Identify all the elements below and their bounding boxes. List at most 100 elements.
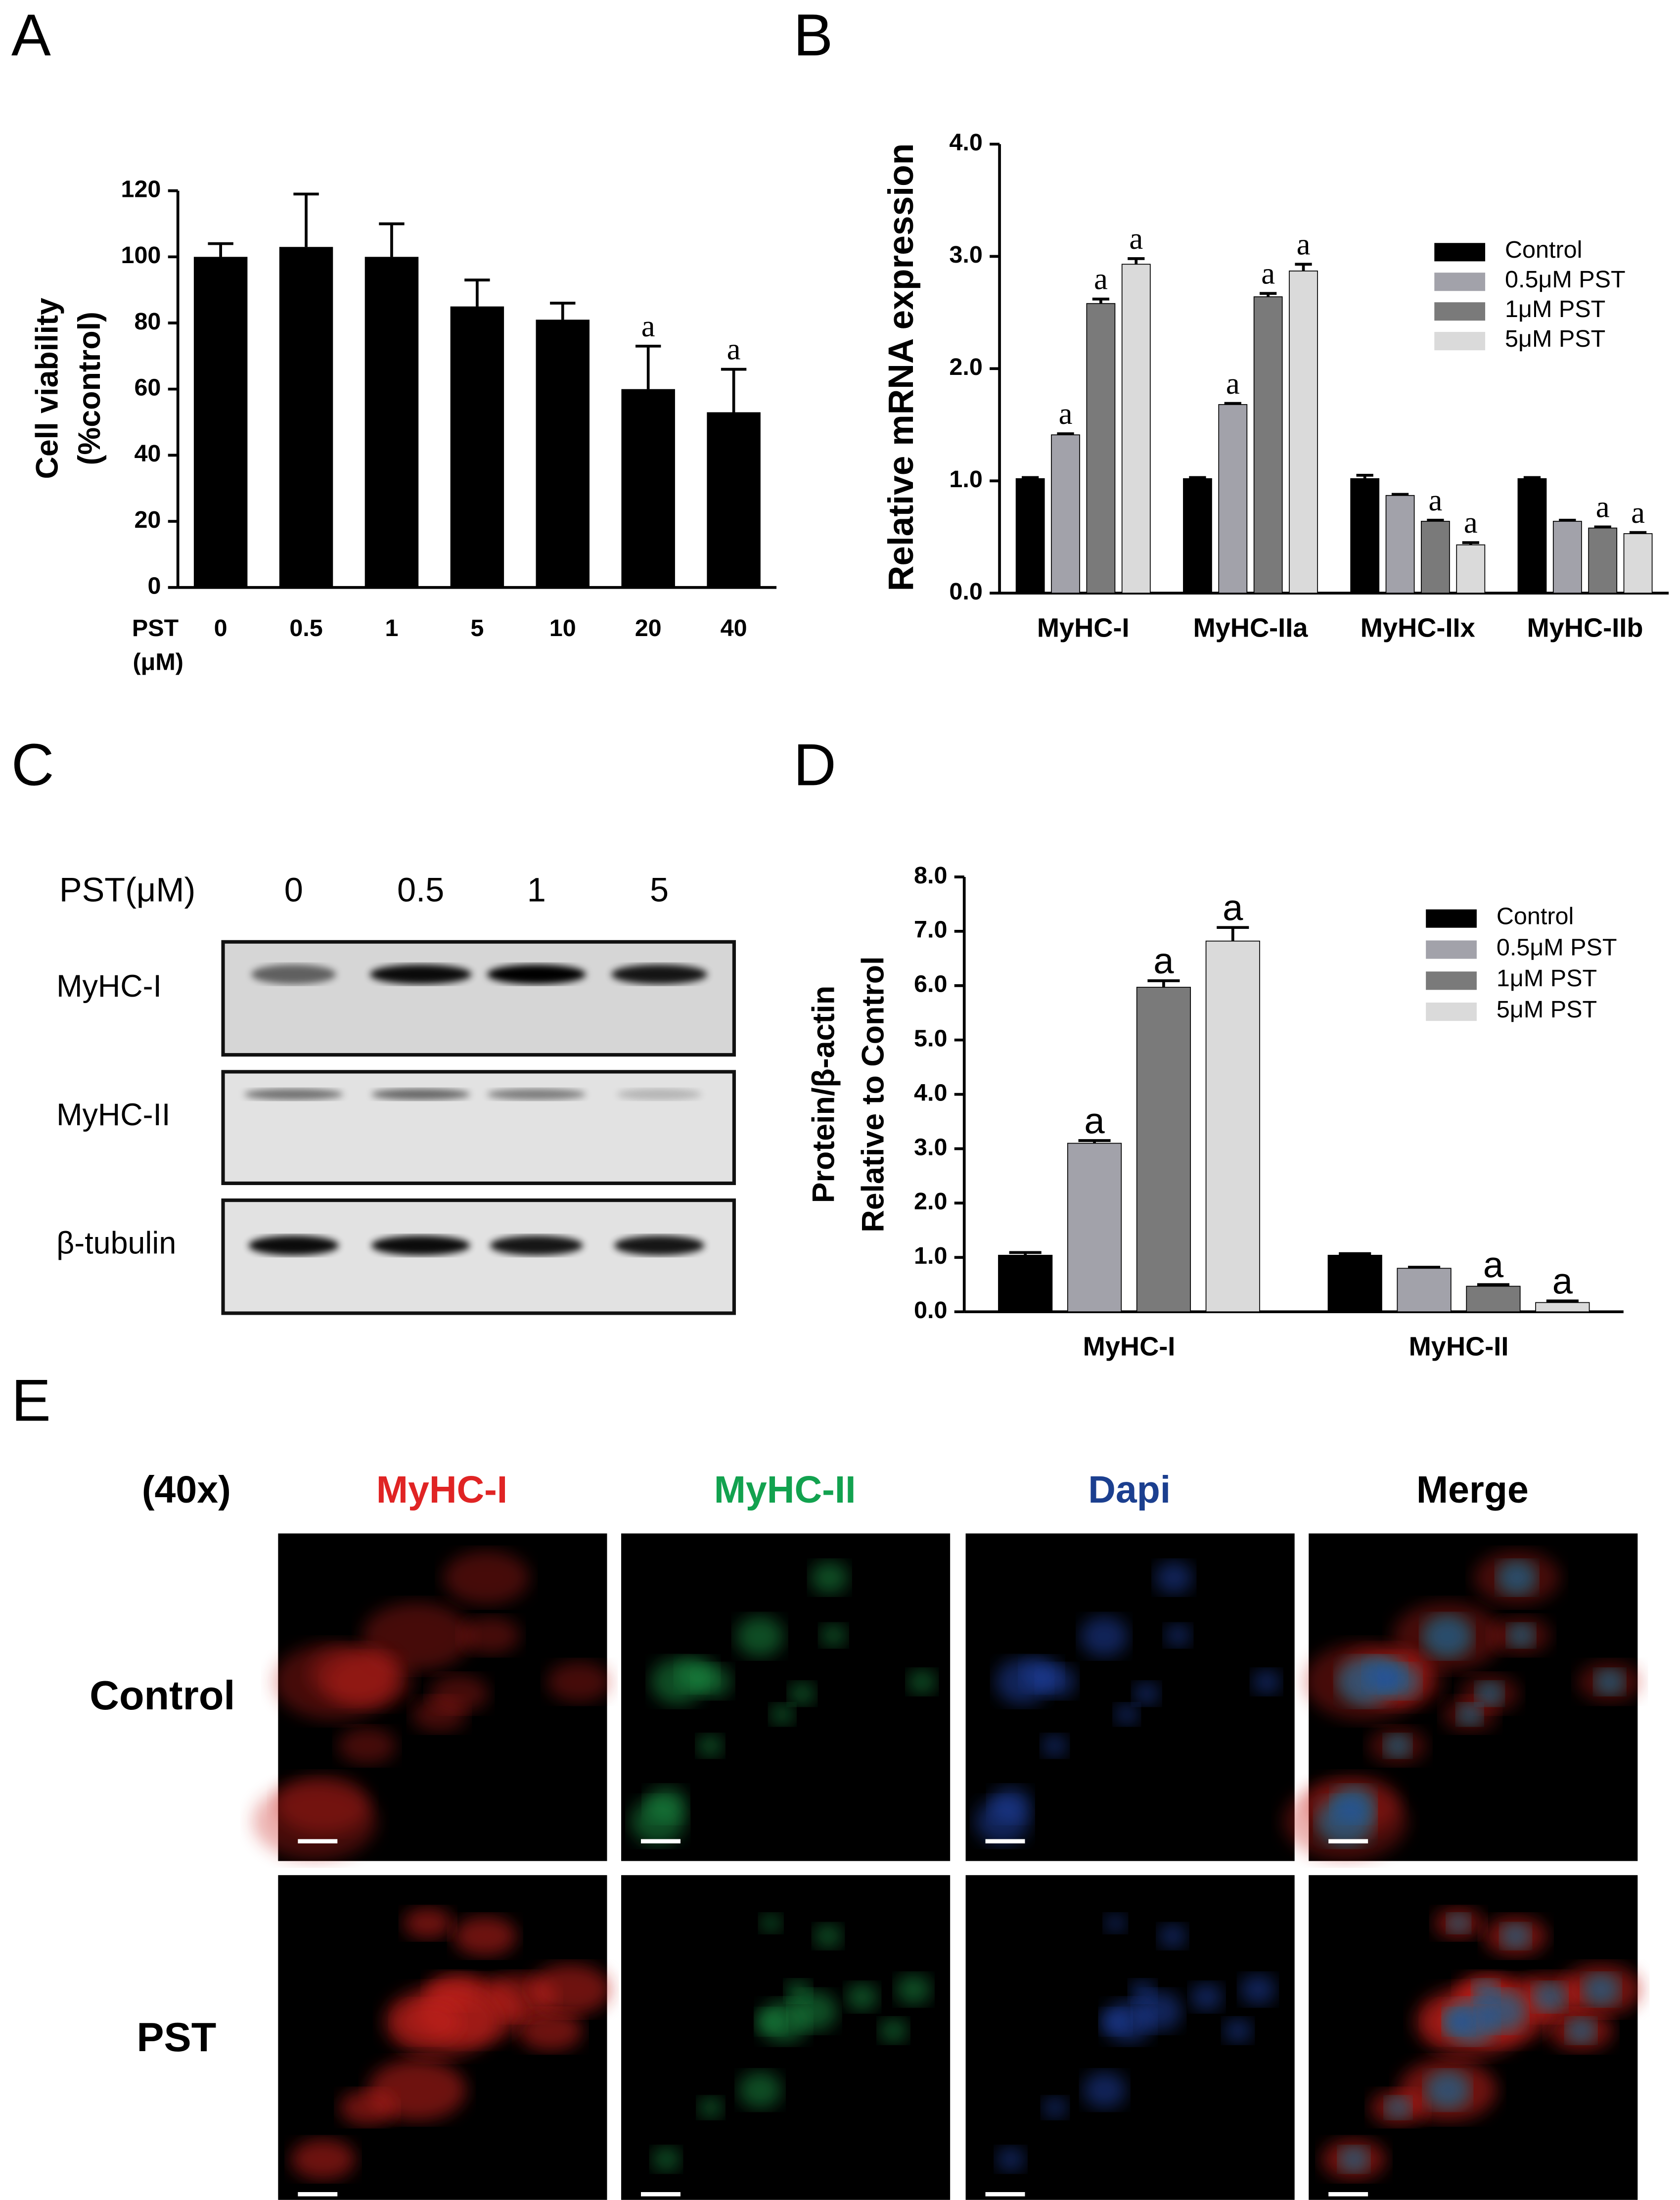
x-tick-label: 0 [214, 615, 227, 642]
bar [1136, 987, 1191, 1313]
blot-band [614, 1236, 705, 1256]
cell-signal [453, 1916, 517, 1956]
cell-signal [789, 1682, 815, 1705]
cell-signal [1043, 2097, 1068, 2118]
bar [1588, 527, 1618, 594]
legend-label: Control [1497, 903, 1574, 930]
blot-band [251, 964, 336, 984]
lane-label: 1 [527, 871, 546, 909]
bar [1397, 1268, 1452, 1313]
cell-signal [1165, 1624, 1191, 1647]
significance-label: a [1059, 396, 1073, 431]
cell-signal [1457, 1704, 1482, 1725]
panel-label: A [11, 2, 51, 68]
cell-signal [760, 1914, 782, 1932]
error-bar [379, 222, 405, 257]
error-bar [1546, 1299, 1579, 1303]
condition-label: PST [136, 2014, 216, 2060]
y-tick-label: 3.0 [914, 1134, 947, 1160]
significance-label: a [1226, 366, 1240, 401]
cell-signal [631, 1798, 685, 1845]
legend-swatch [1434, 273, 1486, 291]
bar [1205, 940, 1260, 1313]
error-bar [1078, 1139, 1111, 1144]
cell-signal [770, 1704, 794, 1725]
legend-swatch [1434, 332, 1486, 351]
significance-label: a [727, 332, 741, 367]
cell-signal [1426, 2071, 1469, 2108]
bar [707, 412, 761, 588]
y-tick-label: 1.0 [949, 466, 982, 493]
error-bar [1295, 263, 1312, 271]
y-axis-label: (%control) [72, 312, 107, 465]
cell-signal [879, 2018, 908, 2043]
significance-label: a [1631, 495, 1645, 530]
cell-signal [530, 1964, 611, 2015]
blot-band [487, 964, 586, 984]
cell-signal [291, 2139, 356, 2180]
y-tick-label: 2.0 [949, 354, 982, 380]
cell-signal [1386, 2097, 1410, 2118]
cell-signal [975, 1798, 1030, 1845]
cell-signal [403, 1908, 453, 1939]
cell-signal [1444, 2009, 1473, 2034]
y-tick-label: 40 [134, 440, 161, 467]
error-bar [1594, 525, 1611, 529]
x-tick-label: 0.5 [289, 615, 322, 642]
bar [1218, 404, 1248, 594]
y-tick-label: 0 [147, 573, 161, 599]
bar [1289, 271, 1318, 594]
cell-signal [1508, 1624, 1534, 1647]
cell-signal [697, 1735, 723, 1757]
legend-swatch [1426, 909, 1477, 928]
legend-label: 5μM PST [1497, 996, 1597, 1023]
cell-signal [309, 1646, 399, 1703]
cell-signal [1115, 1704, 1139, 1725]
y-tick-label: 2.0 [914, 1188, 947, 1215]
x-tick-label: MyHC-IIb [1527, 613, 1643, 643]
bar [1552, 521, 1582, 594]
cell-signal [846, 1983, 878, 2011]
x-axis-label: (μM) [133, 649, 183, 676]
error-bar [1128, 257, 1145, 265]
error-bar [1092, 297, 1110, 304]
legend-swatch [1434, 243, 1486, 262]
bar [1183, 478, 1212, 594]
y-tick-label: 5.0 [914, 1025, 947, 1052]
bar [1421, 521, 1450, 594]
blot-band [490, 1236, 583, 1256]
cell-signal [677, 1657, 717, 1692]
error-bar [1462, 541, 1479, 545]
bar [998, 1255, 1053, 1313]
y-tick-label: 60 [134, 374, 161, 401]
x-tick-label: 5 [470, 615, 484, 642]
lane-label: 5 [650, 871, 669, 909]
cell-signal [1339, 2147, 1368, 2172]
error-bar [1391, 493, 1409, 496]
cell-signal [1101, 2009, 1131, 2034]
legend-label: 5μM PST [1505, 325, 1605, 352]
error-bar [721, 367, 747, 412]
cell-signal [756, 2009, 786, 2034]
blot-band [369, 964, 472, 984]
channel-label: Merge [1416, 1468, 1529, 1511]
blot-band [487, 1089, 586, 1100]
y-tick-label: 20 [134, 506, 161, 533]
y-axis-label: Relative to Control [856, 956, 890, 1232]
legend-swatch [1426, 940, 1477, 959]
legend-label: 1μM PST [1497, 965, 1597, 992]
cell-signal [997, 2147, 1025, 2172]
error-bar [464, 278, 490, 307]
x-axis-label: PST [132, 615, 179, 642]
x-tick-label: 40 [721, 615, 747, 642]
cell-signal [1318, 1798, 1373, 1845]
cell-signal [1155, 1561, 1193, 1594]
cell-signal [1365, 1657, 1405, 1692]
cell-signal [546, 1661, 611, 1702]
cell-signal [1252, 1670, 1281, 1694]
significance-label: a [1552, 1261, 1573, 1302]
cell-signal [736, 1616, 784, 1657]
legend-label: 1μM PST [1505, 296, 1605, 322]
bar [536, 320, 590, 588]
bar [1067, 1143, 1122, 1313]
